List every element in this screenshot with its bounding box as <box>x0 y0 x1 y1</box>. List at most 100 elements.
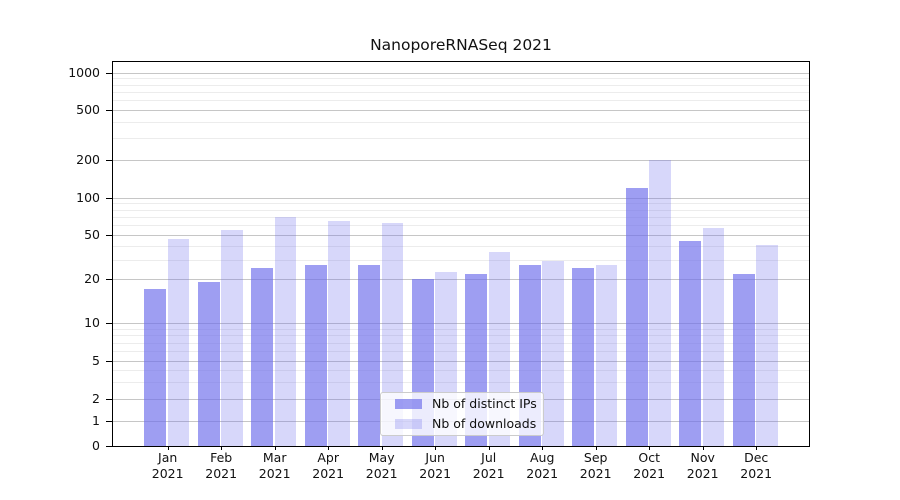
gridline-minor <box>113 335 809 337</box>
bar-downloads <box>649 160 671 446</box>
x-tick-mark <box>649 446 651 450</box>
gridline-major <box>113 72 809 74</box>
chart-title: NanoporeRNASeq 2021 <box>370 36 552 54</box>
gridline-major <box>113 197 809 199</box>
x-tick-mark <box>702 446 704 450</box>
y-tick-label: 2 <box>92 391 100 406</box>
bar-distinct-ips <box>251 268 274 446</box>
gridline-major <box>113 361 809 362</box>
legend-swatch-distinct-ips-icon <box>395 399 422 409</box>
bar-distinct-ips <box>197 282 220 446</box>
y-tick-label: 100 <box>76 189 100 205</box>
x-tick-mark <box>542 446 544 450</box>
x-tick-label: Dec 2021 <box>740 450 773 481</box>
gridline-major <box>113 279 809 280</box>
gridline-major <box>113 110 809 111</box>
gridline-minor <box>113 137 809 139</box>
y-tick-mark <box>106 72 112 74</box>
gridline-minor <box>113 91 809 93</box>
y-tick-mark <box>106 235 112 236</box>
x-tick-label: May 2021 <box>365 450 398 481</box>
gridline-major <box>113 235 809 236</box>
bar-downloads <box>702 227 725 446</box>
bar-downloads <box>221 229 243 446</box>
gridline-minor <box>113 209 809 211</box>
gridline-minor <box>113 203 809 205</box>
x-tick-mark <box>381 446 383 450</box>
bar-distinct-ips <box>679 241 702 446</box>
x-tick-label: Jul 2021 <box>472 450 505 481</box>
gridline-minor <box>113 225 809 227</box>
x-tick-label: Oct 2021 <box>633 450 666 481</box>
bar-downloads <box>756 244 778 446</box>
x-tick-mark <box>435 446 437 450</box>
legend-label-distinct-ips: Nb of distinct IPs <box>432 396 537 411</box>
y-tick-label: 5 <box>92 353 100 368</box>
gridline-minor <box>113 342 809 344</box>
bar-downloads <box>328 220 350 446</box>
y-tick-mark <box>106 197 112 199</box>
legend-swatch-downloads-icon <box>395 419 422 429</box>
x-tick-label: Aug 2021 <box>526 450 559 481</box>
legend-item-downloads: Nb of downloads <box>381 416 543 433</box>
gridline-major <box>113 323 809 324</box>
bar-downloads <box>542 261 564 446</box>
y-tick-label: 20 <box>84 271 100 286</box>
y-tick-label: 200 <box>76 152 100 167</box>
x-tick-mark <box>595 446 597 450</box>
gridline-minor <box>113 122 809 124</box>
legend-item-distinct-ips: Nb of distinct IPs <box>381 396 543 413</box>
y-tick-mark <box>106 446 112 447</box>
legend-label-downloads: Nb of downloads <box>432 416 537 431</box>
x-tick-label: Apr 2021 <box>312 450 345 481</box>
y-tick-label: 1000 <box>68 64 100 80</box>
y-tick-label: 10 <box>84 315 100 330</box>
gridline-minor <box>113 351 809 352</box>
gridline-minor <box>113 216 809 218</box>
x-tick-label: Jun 2021 <box>419 450 452 481</box>
x-tick-mark <box>756 446 758 450</box>
bar-distinct-ips <box>358 264 381 446</box>
y-tick-label: 0 <box>92 438 100 453</box>
bar-downloads <box>595 264 618 446</box>
y-tick-mark <box>106 323 112 324</box>
bar-distinct-ips <box>144 289 167 446</box>
bar-downloads <box>274 216 297 446</box>
bar-downloads <box>167 239 190 446</box>
gridline-minor <box>113 259 809 261</box>
bar-distinct-ips <box>572 268 595 446</box>
y-tick-mark <box>106 399 112 400</box>
x-tick-label: Jan 2021 <box>151 450 184 481</box>
x-tick-mark <box>328 446 330 450</box>
gridline-major <box>113 160 809 161</box>
bar-downloads <box>381 223 404 446</box>
x-tick-mark <box>221 446 223 450</box>
x-tick-mark <box>488 446 490 450</box>
x-tick-label: Sep 2021 <box>579 450 612 481</box>
gridline-minor <box>113 100 809 102</box>
gridline-minor <box>113 370 809 372</box>
gridline-minor <box>113 84 809 86</box>
gridline-minor <box>113 78 809 80</box>
y-tick-mark <box>106 361 112 362</box>
bar-distinct-ips <box>304 264 327 446</box>
bar-distinct-ips <box>732 274 755 446</box>
x-tick-mark <box>167 446 169 450</box>
legend: Nb of distinct IPs Nb of downloads <box>380 392 544 436</box>
x-tick-mark <box>274 446 276 450</box>
y-tick-mark <box>106 279 112 280</box>
y-tick-mark <box>106 110 112 111</box>
y-tick-label: 500 <box>76 102 100 117</box>
y-tick-label: 50 <box>84 227 100 242</box>
gridline-minor <box>113 328 809 330</box>
gridline-minor <box>113 245 809 247</box>
y-tick-label: 1 <box>92 413 100 428</box>
bar-distinct-ips <box>625 187 648 446</box>
y-tick-mark <box>106 421 112 422</box>
x-tick-label: Nov 2021 <box>686 450 719 481</box>
plot-area <box>112 61 810 447</box>
y-tick-mark <box>106 160 112 161</box>
x-tick-label: Feb 2021 <box>205 450 238 481</box>
x-tick-label: Mar 2021 <box>258 450 291 481</box>
